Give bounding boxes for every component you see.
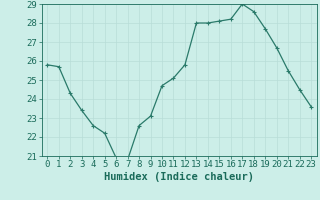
X-axis label: Humidex (Indice chaleur): Humidex (Indice chaleur) (104, 172, 254, 182)
